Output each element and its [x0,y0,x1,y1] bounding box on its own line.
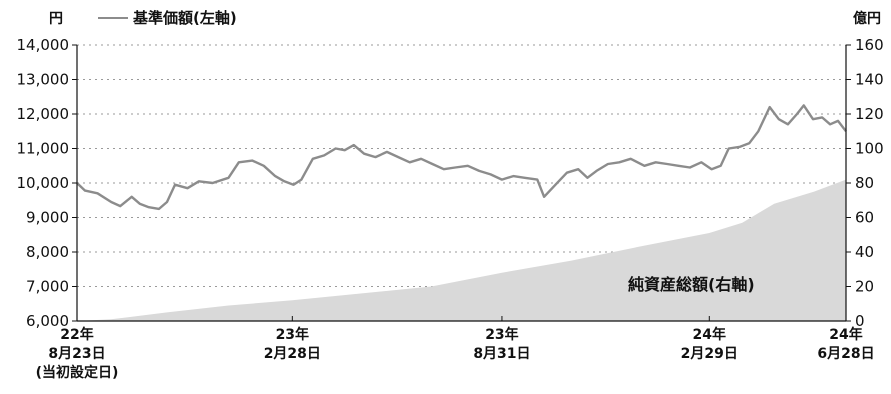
left-tick-label: 10,000 [17,174,70,192]
left-tick-label: 11,000 [17,140,70,158]
x-tick-label: 24年 [693,326,726,343]
right-tick-label: 40 [855,243,874,261]
nav-line [76,104,847,211]
x-tick-label: 24年 [829,326,862,343]
right-tick-label: 60 [855,209,874,227]
left-tick-label: 9,000 [26,209,69,227]
x-tick-label: 8月31日 [473,346,530,362]
right-tick-label: 80 [855,174,874,192]
x-tick-label: 6月28日 [817,346,874,362]
legend-label-nav: 基準価額(左軸) [132,9,237,27]
left-tick-label: 12,000 [17,105,70,123]
x-axis-ticks: 22年 8月23日 (当初設定日) 23年 2月28日 23年 8月31日 24年 2月29日 2… [36,316,875,381]
left-axis-ticks: 6,000 7,000 8,000 9,000 10,000 11,000 12,000 13… [17,36,77,330]
right-axis-unit: 億円 [853,10,881,27]
left-tick-label: 7,000 [26,278,69,296]
x-tick-label: 23年 [276,326,309,343]
line-series [76,104,847,211]
x-tick-label: 2月29日 [681,346,738,362]
area-series-label: 純資産総額(右軸) [628,275,755,294]
right-tick-label: 0 [855,312,865,330]
legend: 基準価額(左軸) [98,9,237,27]
right-tick-label: 140 [855,71,884,89]
left-tick-label: 6,000 [26,312,69,330]
right-tick-label: 160 [855,36,884,54]
right-tick-label: 100 [855,140,884,158]
left-axis-unit: 円 [49,11,63,27]
x-tick-label: (当初設定日) [36,364,119,381]
right-axis-ticks: 0 20 40 60 80 100 120 140 160 [846,36,884,330]
x-tick-label: 2月28日 [264,346,321,362]
right-tick-label: 120 [855,105,884,123]
x-tick-label: 8月23日 [48,346,105,362]
net-assets-area [77,179,846,321]
area-series [77,179,846,321]
right-tick-label: 20 [855,278,874,296]
left-tick-label: 14,000 [17,36,70,54]
x-tick-label: 23年 [485,326,518,343]
left-tick-label: 8,000 [26,243,69,261]
x-tick-label: 22年 [60,326,93,343]
left-tick-label: 13,000 [17,71,70,89]
